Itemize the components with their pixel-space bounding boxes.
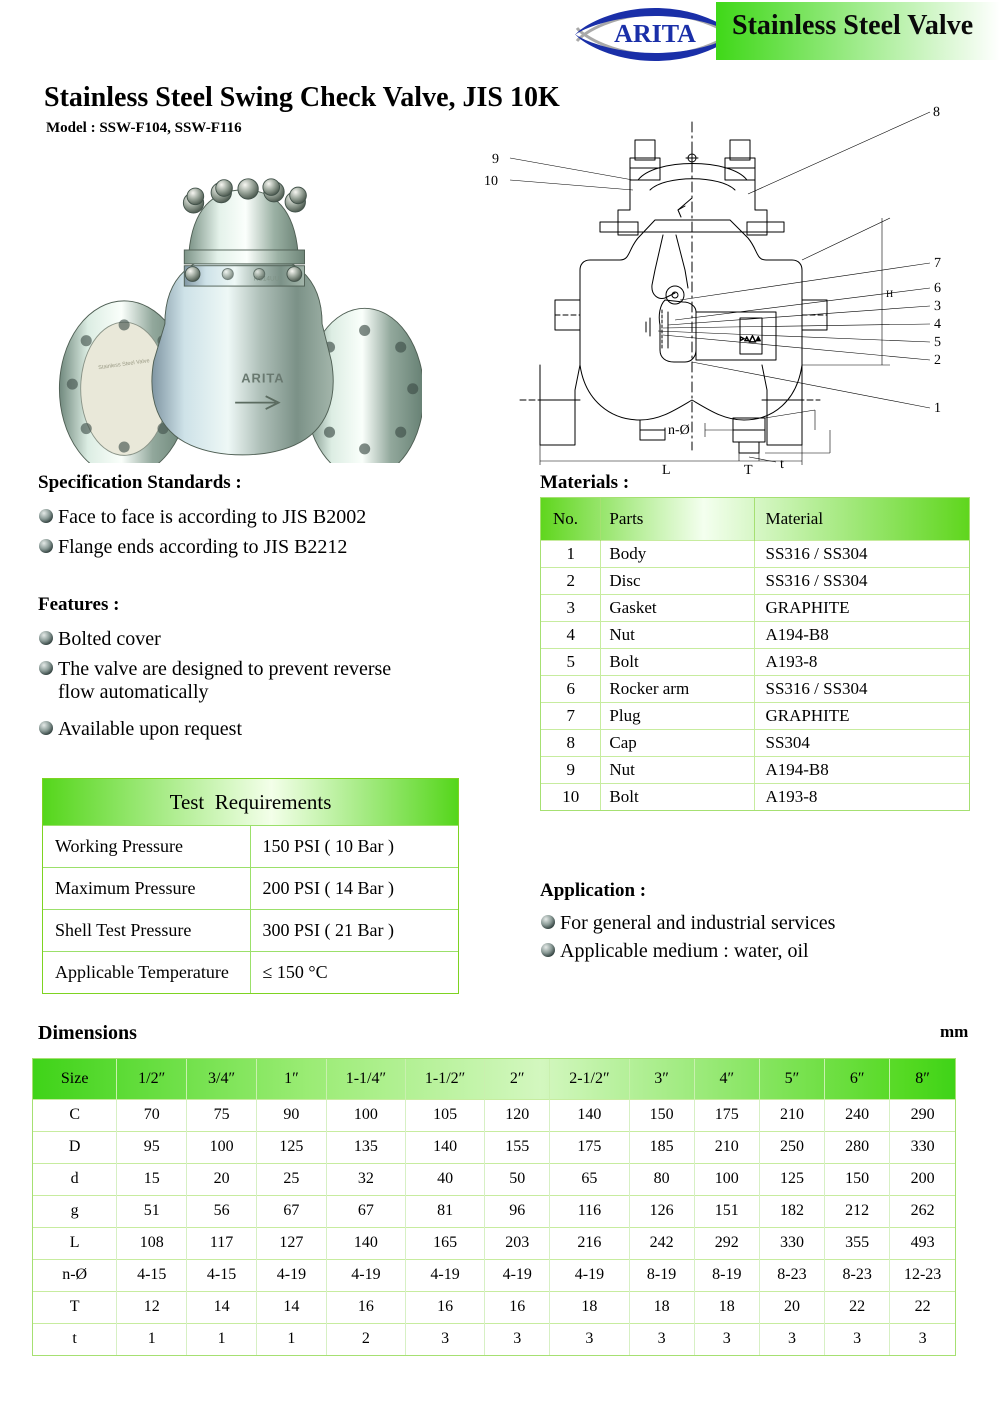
svg-text:4: 4 — [934, 317, 941, 332]
svg-text:8: 8 — [933, 105, 940, 120]
svg-text:5: 5 — [934, 335, 941, 350]
svg-text:ARITA: ARITA — [614, 19, 696, 48]
svg-text:10: 10 — [484, 174, 498, 189]
svg-text:2: 2 — [934, 353, 941, 368]
svg-text:T: T — [744, 463, 753, 478]
svg-text:9: 9 — [492, 152, 499, 167]
svg-text:n-Ø: n-Ø — [668, 423, 690, 438]
svg-text:3: 3 — [934, 299, 941, 314]
svg-text:6: 6 — [934, 281, 941, 296]
svg-text:L: L — [662, 463, 671, 478]
svg-text:ARITA: ARITA — [241, 370, 284, 385]
svg-text:t: t — [780, 457, 784, 472]
svg-text:1: 1 — [934, 401, 941, 416]
svg-text:H: H — [886, 289, 893, 300]
svg-text:7: 7 — [934, 256, 941, 271]
